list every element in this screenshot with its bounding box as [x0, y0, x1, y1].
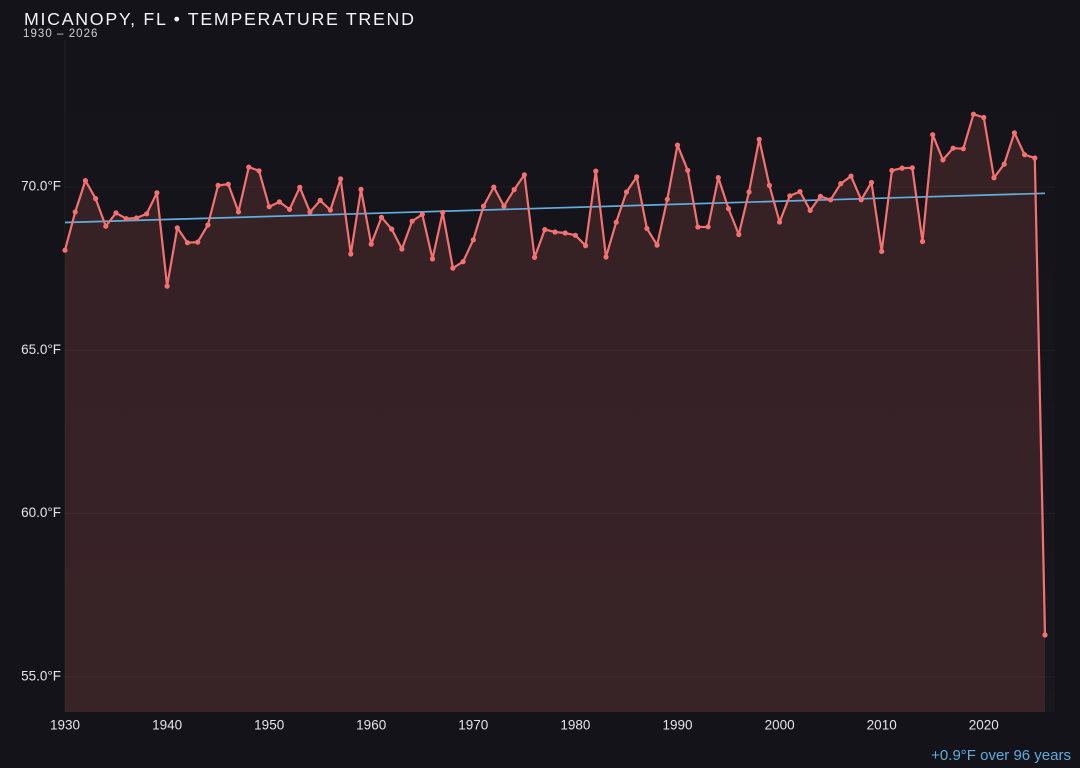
svg-text:1930: 1930	[50, 718, 80, 733]
svg-text:1960: 1960	[356, 718, 386, 733]
svg-text:70.0°F: 70.0°F	[21, 179, 61, 194]
svg-text:1990: 1990	[662, 718, 692, 733]
svg-text:2000: 2000	[765, 718, 795, 733]
svg-text:60.0°F: 60.0°F	[21, 505, 61, 520]
svg-text:55.0°F: 55.0°F	[21, 668, 61, 683]
svg-text:1940: 1940	[152, 718, 182, 733]
svg-text:2010: 2010	[867, 718, 897, 733]
svg-text:1950: 1950	[254, 718, 284, 733]
svg-text:65.0°F: 65.0°F	[21, 342, 61, 357]
svg-text:2020: 2020	[969, 718, 999, 733]
svg-text:1970: 1970	[458, 718, 488, 733]
svg-text:1980: 1980	[560, 718, 590, 733]
